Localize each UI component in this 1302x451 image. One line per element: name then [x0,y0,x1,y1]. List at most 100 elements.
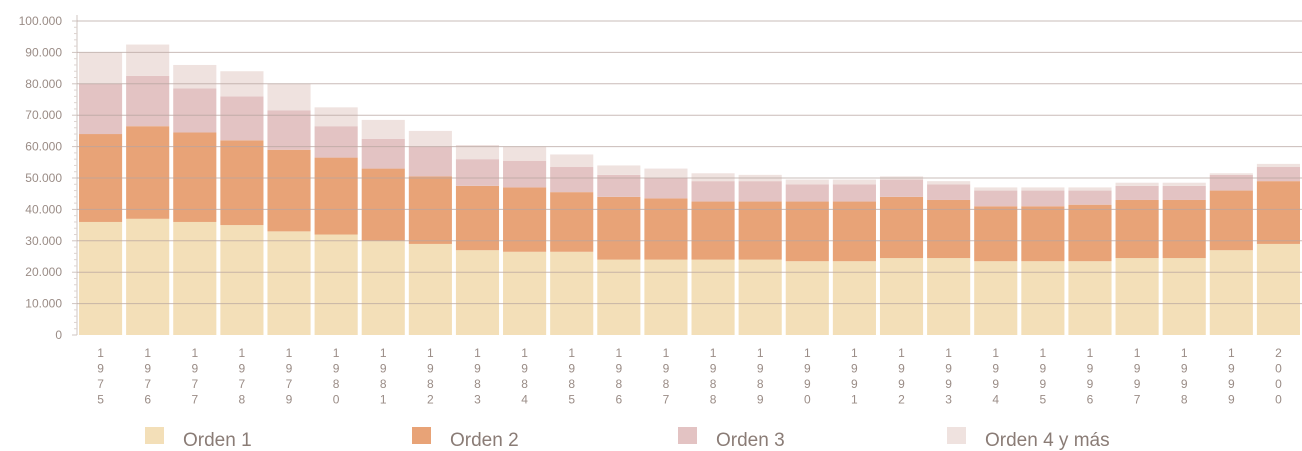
bar-1978-series-2 [220,140,264,226]
bar-1999-series-1 [1209,250,1253,335]
bar-1995-series-2 [1021,206,1065,262]
bar-1995-series-3 [1021,190,1065,207]
bar-1979-series-1 [267,231,311,335]
bar-1998-series-1 [1162,258,1206,335]
legend-swatch-3 [678,427,697,444]
bar-1981-series-4 [361,119,405,139]
legend-label-4: Orden 4 y más [985,430,1110,451]
bar-1978-series-3 [220,96,264,141]
bar-1983-series-2 [455,185,500,251]
bar-1991-series-1 [832,261,876,335]
bar-1983-series-1 [455,250,500,335]
bar-1997-series-2 [1115,199,1159,259]
bar-1976-series-4 [126,44,170,76]
bar-1989-series-1 [738,259,782,335]
bar-2000-series-1 [1256,243,1300,335]
bar-1979-series-4 [267,83,311,111]
bar-1998-series-4 [1162,182,1206,186]
legend-label-1: Orden 1 [183,430,252,451]
bar-1984-series-4 [503,146,547,161]
bar-1988-series-4 [691,173,735,182]
bar-1981-series-3 [361,138,405,169]
bar-1975-series-3 [79,83,123,135]
bar-1975-series-1 [79,221,123,335]
bar-1985-series-4 [550,154,594,168]
y-tick-label-9: 90.000 [25,45,62,59]
y-tick-label-4: 40.000 [25,202,62,216]
y-tick-label-0: 0 [55,328,62,342]
bar-1993-series-3 [927,184,971,200]
bar-1980-series-1 [314,234,358,335]
legend-swatch-4 [947,427,966,444]
bar-1986-series-4 [597,165,641,175]
bar-1996-series-3 [1068,190,1112,205]
bar-1991-series-2 [832,201,876,262]
bar-1980-series-3 [314,126,358,158]
bar-1989-series-3 [738,181,782,202]
bar-1999-series-2 [1209,190,1253,251]
bar-1987-series-1 [644,259,688,335]
bar-1988-series-2 [691,201,735,260]
legend-label-3: Orden 3 [716,430,785,451]
bar-1993-series-2 [927,199,971,259]
bar-1997-series-3 [1115,185,1159,200]
bar-1985-series-3 [550,167,594,193]
bar-1997-series-1 [1115,258,1159,335]
bar-1990-series-3 [785,184,829,202]
bar-1984-series-2 [503,187,547,252]
bar-1990-series-2 [785,201,829,262]
y-tick-label-5: 50.000 [25,171,62,185]
y-tick-label-3: 30.000 [25,234,62,248]
legend-swatch-1 [145,427,164,444]
bar-1990-series-4 [785,179,829,185]
bar-1978-series-1 [220,225,264,335]
bar-1999-series-3 [1209,174,1253,191]
bar-1982-series-4 [408,130,452,147]
bar-1986-series-3 [597,174,641,197]
bar-2000-series-2 [1256,181,1300,244]
bar-1994-series-4 [974,187,1018,191]
bar-1995-series-1 [1021,261,1065,335]
bar-1996-series-4 [1068,187,1112,191]
bar-1985-series-2 [550,192,594,252]
y-tick-label-8: 80.000 [25,77,62,91]
bar-1995-series-4 [1021,187,1065,191]
bar-1985-series-1 [550,251,594,335]
legend-swatch-2 [412,427,431,444]
bar-1987-series-2 [644,198,688,260]
bar-1990-series-1 [785,261,829,335]
bar-1998-series-3 [1162,185,1206,200]
bar-1981-series-1 [361,240,405,335]
y-tick-label-7: 70.000 [25,108,62,122]
bar-1982-series-3 [408,146,452,177]
bar-1984-series-3 [503,160,547,188]
bar-1994-series-1 [974,261,1018,335]
bar-1992-series-1 [879,258,924,335]
bar-1977-series-4 [173,64,217,89]
legend-label-2: Orden 2 [450,430,519,451]
bar-1986-series-2 [597,196,641,260]
bar-1997-series-4 [1115,182,1159,186]
